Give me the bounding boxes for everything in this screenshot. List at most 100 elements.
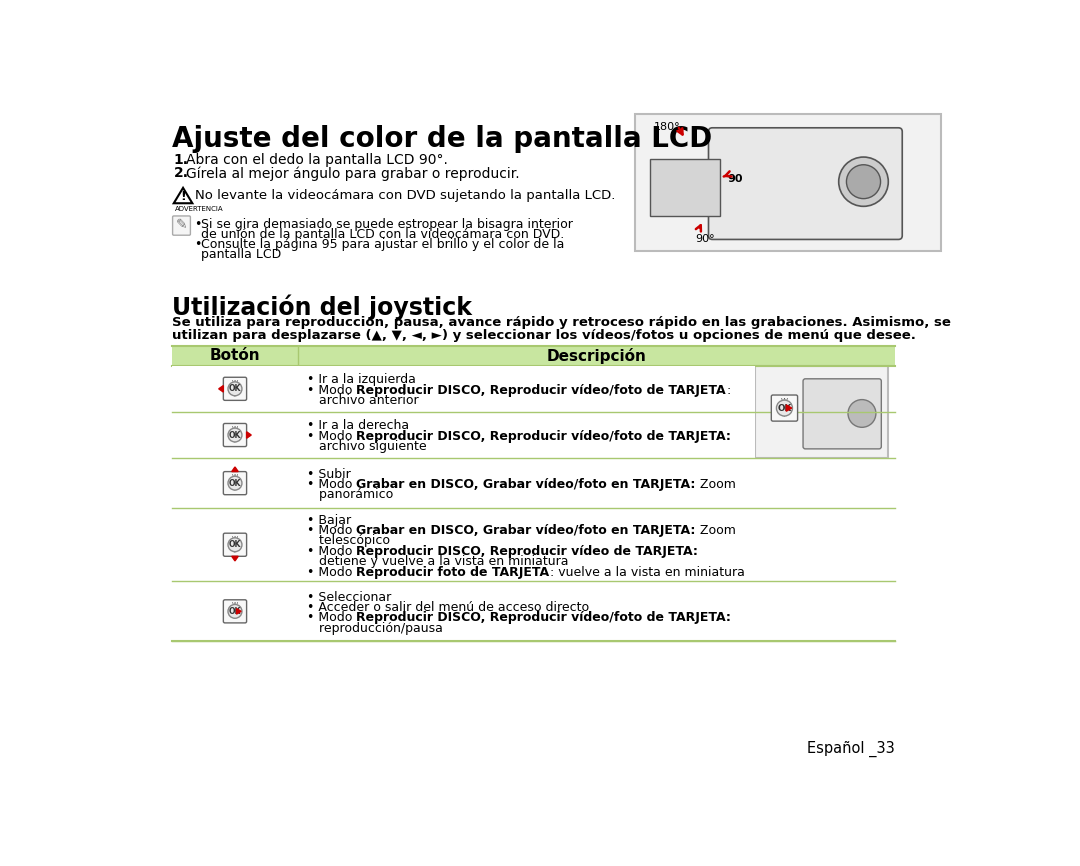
Text: OK: OK: [778, 404, 792, 412]
Text: Si se gira demasiado se puede estropear la bisagra interior: Si se gira demasiado se puede estropear …: [201, 218, 572, 231]
Bar: [172, 508, 894, 581]
Text: • Modo: • Modo: [307, 384, 356, 397]
FancyBboxPatch shape: [173, 216, 190, 236]
Text: • Modo: • Modo: [307, 565, 356, 578]
Text: • Modo: • Modo: [307, 524, 356, 537]
Polygon shape: [218, 385, 224, 392]
Text: utilizan para desplazarse (▲, ▼, ◄, ►) y seleccionar los vídeos/fotos u opciones: utilizan para desplazarse (▲, ▼, ◄, ►) y…: [172, 329, 916, 342]
Circle shape: [228, 476, 242, 490]
Text: Utilización del joystick: Utilización del joystick: [172, 295, 472, 320]
Text: Consulte la página 95 para ajustar el brillo y el color de la: Consulte la página 95 para ajustar el br…: [201, 238, 564, 251]
Bar: [755, 365, 888, 458]
Text: OK: OK: [229, 540, 241, 549]
Text: ADVERTENCIA: ADVERTENCIA: [175, 205, 224, 211]
Text: W: W: [781, 397, 788, 404]
Text: Botón: Botón: [210, 348, 260, 363]
Text: • Ir a la derecha: • Ir a la derecha: [307, 419, 409, 432]
Text: OK: OK: [229, 607, 241, 616]
Text: : vuelve a la vista en miniatura: : vuelve a la vista en miniatura: [550, 565, 744, 578]
Circle shape: [228, 382, 242, 396]
Polygon shape: [232, 556, 239, 561]
Bar: [172, 581, 894, 642]
Text: Descripción: Descripción: [546, 348, 646, 364]
Text: 1.: 1.: [174, 153, 189, 167]
Text: archivo anterior: archivo anterior: [307, 394, 419, 407]
Text: • Seleccionar: • Seleccionar: [307, 591, 391, 604]
Text: W: W: [232, 426, 238, 431]
Text: Reproducir DISCO, Reproducir vídeo/foto de TARJETA:: Reproducir DISCO, Reproducir vídeo/foto …: [356, 611, 731, 624]
Text: • Bajar: • Bajar: [307, 514, 351, 527]
Text: Reproducir DISCO, Reproducir vídeo/foto de TARJETA: Reproducir DISCO, Reproducir vídeo/foto …: [356, 384, 726, 397]
Text: 90: 90: [728, 174, 743, 184]
Text: • Subir: • Subir: [307, 468, 351, 481]
Text: T: T: [233, 615, 237, 620]
Text: OK: OK: [229, 385, 241, 393]
Text: 90°: 90°: [696, 234, 715, 244]
Text: archivo siguiente: archivo siguiente: [307, 440, 427, 453]
Text: Se utiliza para reproducción, pausa, avance rápido y retroceso rápido en las gra: Se utiliza para reproducción, pausa, ava…: [172, 316, 951, 329]
Text: • Acceder o salir del menú de acceso directo: • Acceder o salir del menú de acceso dir…: [307, 601, 590, 614]
Text: No levante la videocámara con DVD sujetando la pantalla LCD.: No levante la videocámara con DVD sujeta…: [195, 190, 616, 203]
Text: Zoom: Zoom: [696, 478, 735, 491]
Text: • Modo: • Modo: [307, 545, 356, 558]
Text: • Modo: • Modo: [307, 611, 356, 624]
Polygon shape: [246, 432, 252, 438]
Text: T: T: [233, 487, 237, 492]
Circle shape: [228, 604, 242, 618]
Text: •: •: [194, 238, 201, 251]
Text: ✎: ✎: [176, 218, 187, 233]
Text: W: W: [232, 380, 238, 385]
Text: Español _33: Español _33: [807, 740, 894, 757]
FancyBboxPatch shape: [771, 395, 798, 421]
FancyBboxPatch shape: [224, 472, 246, 494]
FancyBboxPatch shape: [804, 378, 881, 449]
Circle shape: [839, 157, 888, 206]
Text: T: T: [233, 548, 237, 553]
Text: Ajuste del color de la pantalla LCD: Ajuste del color de la pantalla LCD: [172, 126, 713, 153]
Text: telescópico: telescópico: [307, 534, 390, 547]
FancyBboxPatch shape: [224, 423, 246, 447]
Text: T: T: [782, 412, 786, 418]
Text: Zoom: Zoom: [696, 524, 735, 537]
Circle shape: [777, 400, 793, 416]
Text: Grabar en DISCO, Grabar vídeo/foto en TARJETA:: Grabar en DISCO, Grabar vídeo/foto en TA…: [356, 478, 696, 491]
FancyBboxPatch shape: [708, 128, 902, 239]
FancyBboxPatch shape: [224, 533, 246, 556]
Text: OK: OK: [229, 430, 241, 440]
Text: pantalla LCD: pantalla LCD: [201, 248, 281, 261]
Circle shape: [847, 165, 880, 198]
Text: detiene y vuelve a la vista en miniatura: detiene y vuelve a la vista en miniatura: [307, 555, 568, 568]
Polygon shape: [232, 467, 239, 472]
Text: Grabar en DISCO, Grabar vídeo/foto en TARJETA:: Grabar en DISCO, Grabar vídeo/foto en TA…: [356, 524, 696, 537]
Circle shape: [228, 428, 242, 442]
Bar: [650, 158, 720, 216]
Text: Reproducir DISCO, Reproducir vídeo de TARJETA:: Reproducir DISCO, Reproducir vídeo de TA…: [356, 545, 699, 558]
FancyBboxPatch shape: [224, 378, 246, 400]
Polygon shape: [237, 609, 241, 614]
Polygon shape: [786, 405, 792, 411]
Bar: [635, 114, 941, 251]
Text: :: :: [726, 384, 730, 397]
Bar: [172, 365, 755, 412]
Bar: [172, 412, 755, 458]
Circle shape: [228, 538, 242, 552]
FancyBboxPatch shape: [224, 600, 246, 623]
Text: Reproducir foto de TARJETA: Reproducir foto de TARJETA: [356, 565, 550, 578]
Text: • Ir a la izquierda: • Ir a la izquierda: [307, 373, 416, 386]
Text: • Modo: • Modo: [307, 430, 356, 443]
Text: T: T: [233, 392, 237, 397]
Text: Reproducir DISCO, Reproducir vídeo/foto de TARJETA:: Reproducir DISCO, Reproducir vídeo/foto …: [356, 430, 731, 443]
Text: W: W: [232, 603, 238, 607]
Text: W: W: [232, 475, 238, 479]
Text: 2.: 2.: [174, 166, 189, 180]
Text: reproducción/pausa: reproducción/pausa: [307, 622, 443, 635]
Bar: [172, 458, 894, 508]
Text: Abra con el dedo la pantalla LCD 90°.: Abra con el dedo la pantalla LCD 90°.: [186, 153, 448, 167]
Circle shape: [848, 399, 876, 427]
Text: W: W: [232, 536, 238, 541]
Text: de unión de la pantalla LCD con la videocámara con DVD.: de unión de la pantalla LCD con la video…: [201, 228, 564, 241]
Text: •: •: [194, 218, 201, 231]
Text: OK: OK: [229, 479, 241, 488]
Text: !: !: [180, 190, 186, 203]
Text: • Modo: • Modo: [307, 478, 356, 491]
